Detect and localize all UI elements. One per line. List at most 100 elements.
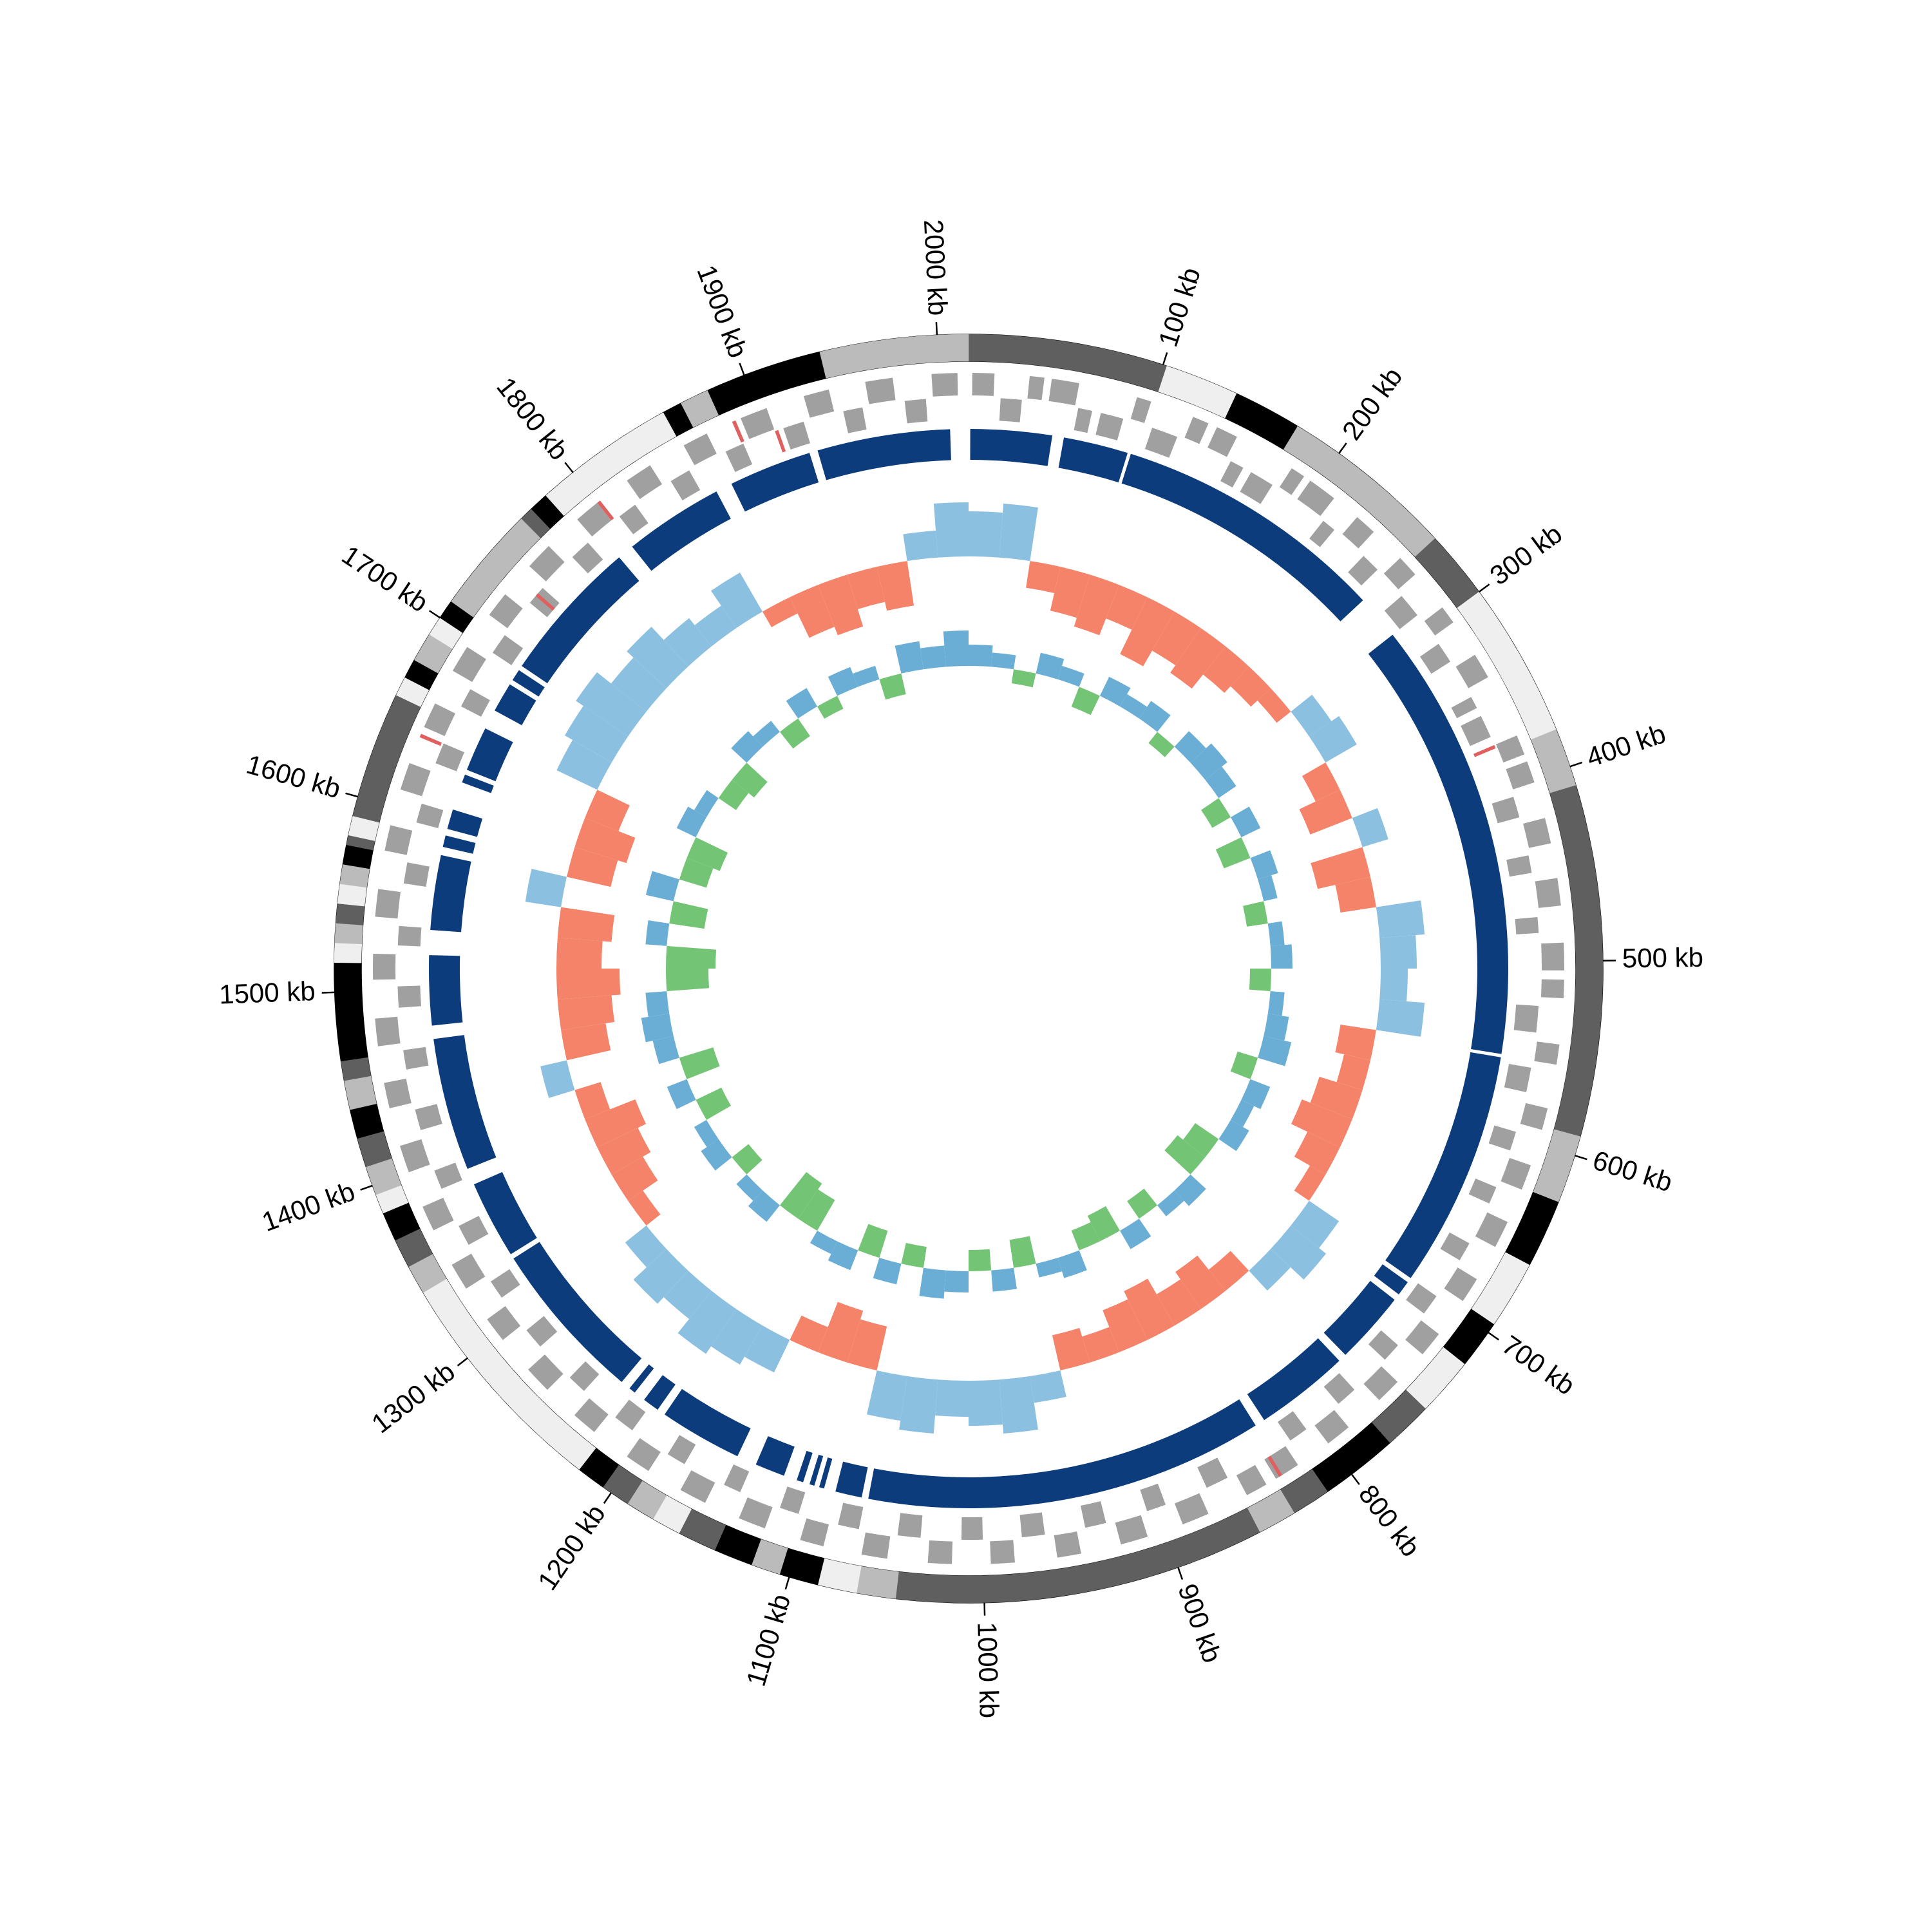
gc-content-bar (1250, 850, 1278, 880)
gc-content-bar (736, 1174, 763, 1201)
tick-label: 200 kb (1336, 362, 1408, 446)
gc-content-bar (920, 645, 946, 670)
block (466, 728, 513, 782)
rna (732, 420, 744, 443)
tick-label: 800 kb (1353, 1479, 1426, 1562)
gc-skew-bar (1120, 597, 1175, 667)
gene (1095, 413, 1124, 440)
gene (1506, 761, 1535, 790)
gc-content-bar (943, 630, 969, 667)
gc-content-bar (1009, 1236, 1036, 1268)
gc-content-bar (1174, 731, 1206, 763)
gene (487, 1306, 521, 1340)
gene (1488, 1125, 1517, 1151)
gc-content-bar (1036, 1258, 1063, 1278)
gc-content-bar (828, 1241, 858, 1271)
gc-content-bar (753, 721, 780, 747)
gc-skew-bar (1291, 694, 1332, 737)
gc-skew-bar (585, 790, 630, 831)
contig (1225, 393, 1298, 450)
gene (1419, 643, 1451, 674)
gene (1513, 1004, 1539, 1033)
block (1121, 453, 1363, 621)
block (629, 1364, 654, 1393)
contig (779, 1548, 825, 1586)
gc-skew-bar (899, 1376, 938, 1434)
tick (345, 792, 359, 798)
contig (336, 903, 365, 925)
gene (1455, 654, 1488, 688)
gene (1496, 735, 1525, 763)
gene (1534, 1041, 1560, 1065)
block (1374, 1264, 1408, 1294)
gc-content-bar (1164, 1135, 1206, 1175)
tick (784, 1577, 790, 1590)
gc-content-bar (732, 1144, 762, 1175)
tick-label: 2000 kb (918, 219, 953, 317)
gene (492, 635, 524, 665)
gc-content-bar (1139, 701, 1171, 732)
gene (490, 1269, 520, 1298)
gc-skew-bar (1203, 646, 1249, 693)
gene (375, 1016, 401, 1046)
gc-content-bar (1270, 944, 1293, 969)
gc-skew-bar (1082, 1327, 1119, 1363)
gc-content-bar (828, 667, 858, 696)
gene (1504, 1063, 1531, 1092)
gene (1314, 1410, 1349, 1444)
gc-content-bar (1057, 1250, 1087, 1278)
gc-skew-bar (1170, 628, 1226, 689)
tick (457, 1357, 469, 1367)
tick (1177, 1567, 1184, 1580)
contig (334, 942, 363, 963)
gene (1492, 797, 1520, 824)
gc-content-bar (679, 858, 714, 888)
gene (999, 398, 1022, 422)
gc-content-bar (652, 1036, 679, 1065)
gc-content-bar (1201, 798, 1231, 828)
gc-skew-bar (1230, 666, 1271, 707)
block (797, 1450, 813, 1482)
gene (384, 825, 413, 855)
gc-content-bar (1157, 1190, 1184, 1217)
block (755, 1436, 795, 1476)
gene (865, 377, 896, 404)
gene (1440, 1232, 1470, 1261)
contig (1471, 1252, 1530, 1325)
gc-skew-bar (1309, 715, 1357, 762)
gene (1348, 556, 1378, 586)
tick-label: 1500 kb (218, 976, 316, 1010)
gc-skew-bar (1257, 688, 1291, 723)
gene (1405, 1320, 1439, 1354)
gene (435, 743, 464, 772)
tick-label: 1800 kb (491, 372, 574, 466)
block (447, 809, 483, 837)
gc-skew-bar (762, 597, 798, 627)
gc-skew-bar (818, 574, 864, 636)
gene (403, 862, 430, 887)
gc-content-bar (1258, 875, 1278, 902)
gene (1048, 379, 1079, 406)
gc-content-bar (817, 696, 844, 719)
gc-content-bar (732, 762, 768, 798)
gene (1424, 607, 1454, 636)
gene (415, 1104, 442, 1130)
gene (1384, 596, 1417, 629)
gene (803, 389, 835, 418)
gc-skew-bar (1208, 1251, 1249, 1291)
gene (1323, 1373, 1355, 1404)
gc-content-bar (858, 1224, 888, 1258)
gene (667, 1435, 696, 1464)
gc-content-bar (1231, 1099, 1255, 1127)
gc-content-bar (696, 1087, 732, 1120)
gc-skew-bar (1050, 567, 1090, 618)
gene (724, 1464, 750, 1492)
gene (783, 421, 810, 450)
gene (1174, 1493, 1209, 1525)
gc-skew-bar (628, 1190, 661, 1226)
tick-label: 1000 kb (972, 1622, 1005, 1719)
gc-skew-bar (847, 567, 886, 609)
gene (422, 1197, 454, 1231)
rna (419, 734, 442, 746)
gene (1540, 979, 1564, 999)
